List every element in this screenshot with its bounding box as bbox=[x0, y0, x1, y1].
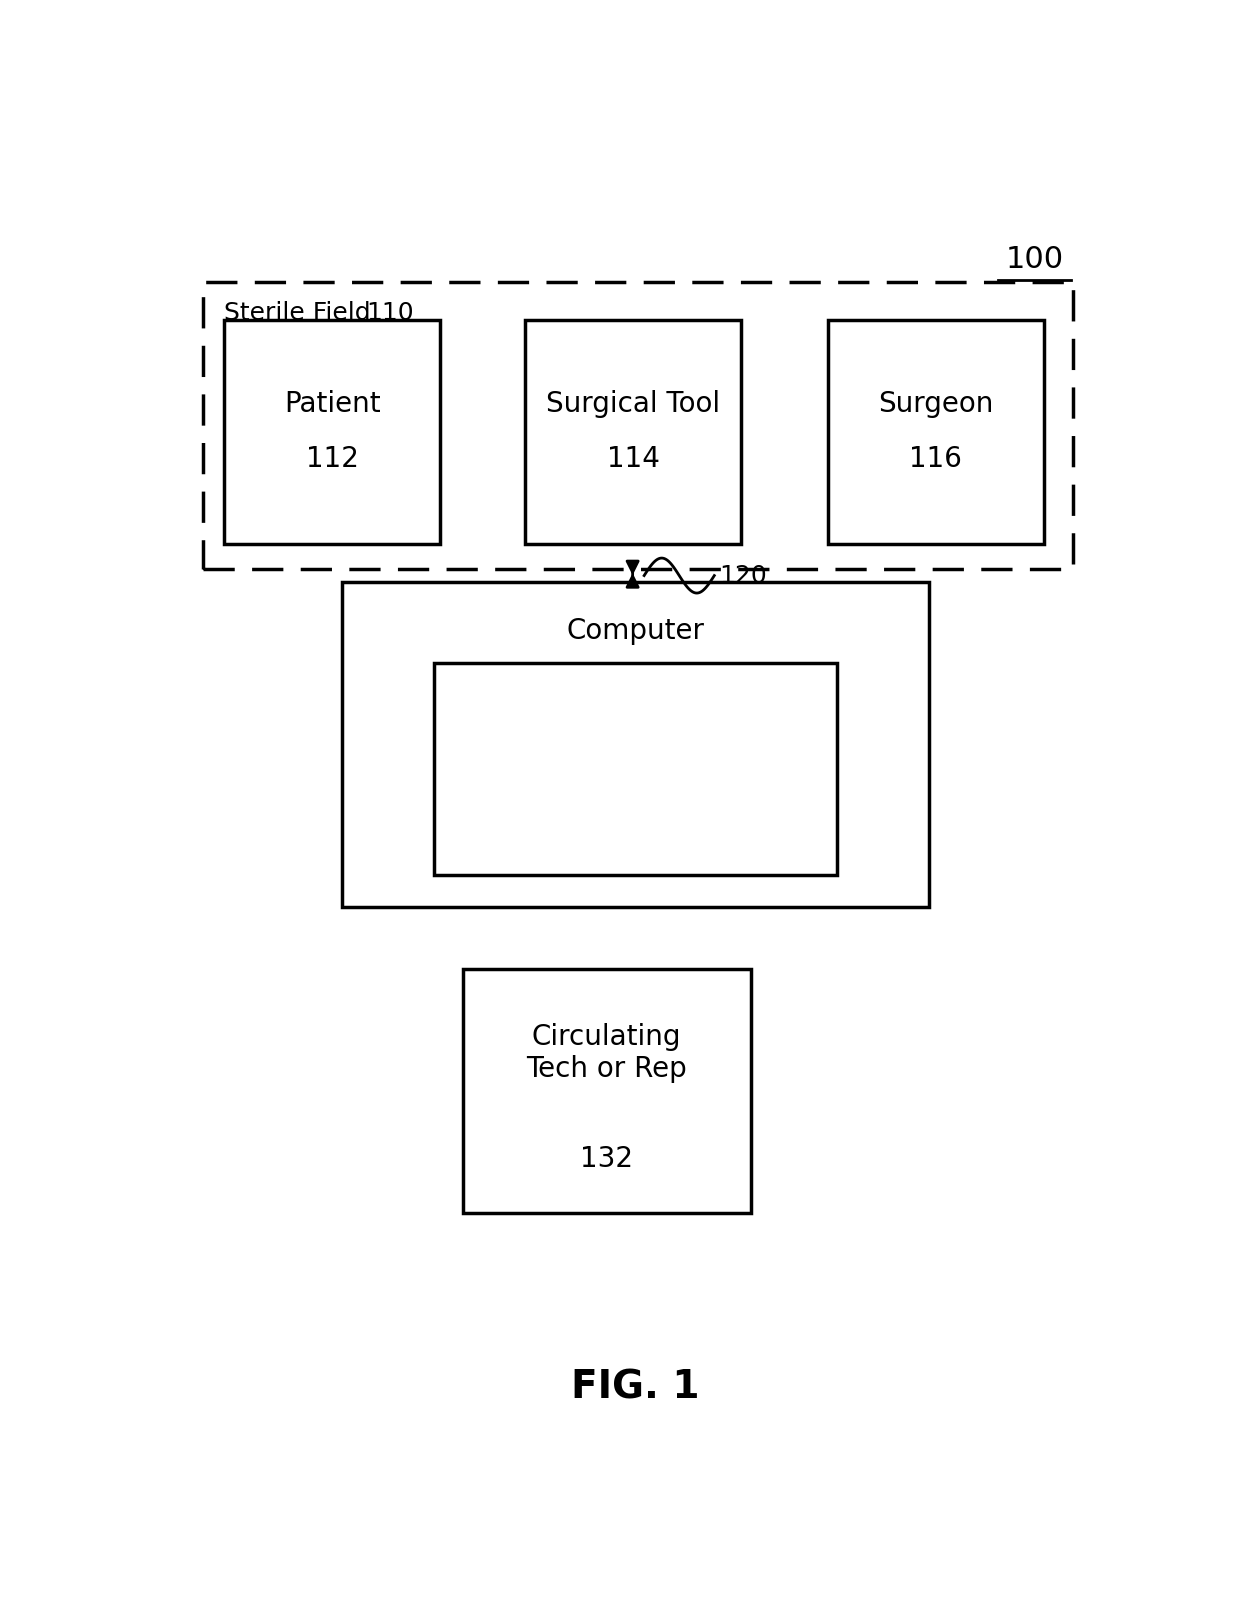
Text: 131: 131 bbox=[609, 783, 662, 811]
Text: 110: 110 bbox=[367, 300, 414, 324]
Text: Tool Software: Tool Software bbox=[543, 728, 728, 756]
Text: Circulating
Tech or Rep: Circulating Tech or Rep bbox=[526, 1023, 687, 1083]
Text: 100: 100 bbox=[1006, 245, 1064, 274]
Text: Surgical Tool: Surgical Tool bbox=[546, 391, 720, 418]
Text: Surgeon: Surgeon bbox=[878, 391, 993, 418]
Text: 120: 120 bbox=[719, 563, 766, 587]
FancyBboxPatch shape bbox=[342, 582, 929, 907]
Text: FIG. 1: FIG. 1 bbox=[572, 1369, 699, 1406]
FancyBboxPatch shape bbox=[203, 282, 1073, 569]
FancyBboxPatch shape bbox=[434, 663, 837, 876]
FancyBboxPatch shape bbox=[224, 320, 440, 545]
Text: 130: 130 bbox=[609, 670, 662, 697]
Text: 116: 116 bbox=[909, 446, 962, 474]
Text: 132: 132 bbox=[580, 1145, 634, 1173]
Text: 112: 112 bbox=[306, 446, 358, 474]
Text: Patient: Patient bbox=[284, 391, 381, 418]
Text: Sterile Field: Sterile Field bbox=[224, 300, 378, 324]
FancyBboxPatch shape bbox=[463, 968, 751, 1213]
FancyBboxPatch shape bbox=[828, 320, 1044, 545]
FancyBboxPatch shape bbox=[525, 320, 742, 545]
Text: 114: 114 bbox=[606, 446, 660, 474]
Text: Computer: Computer bbox=[567, 616, 704, 646]
